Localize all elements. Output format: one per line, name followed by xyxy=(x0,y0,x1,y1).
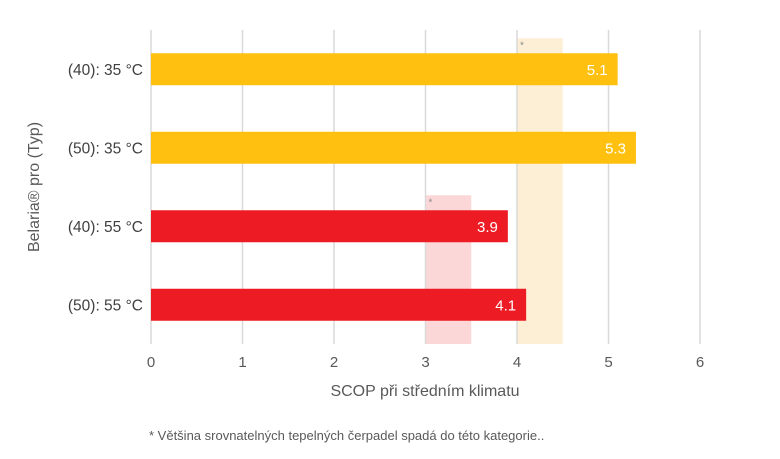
x-tick-label: 3 xyxy=(421,354,429,371)
category-label: (50): 35 °C xyxy=(68,140,143,157)
x-tick-label: 6 xyxy=(696,354,704,371)
band-asterisk: * xyxy=(429,197,433,208)
x-axis-title: SCOP při středním klimatu xyxy=(330,383,519,400)
category-label: (40): 35 °C xyxy=(68,62,143,79)
y-axis-title: Belaria® pro (Typ) xyxy=(26,122,43,252)
bar-value-label: 3.9 xyxy=(477,219,498,236)
band-asterisk: * xyxy=(520,40,524,51)
y-axis-categories: (40): 35 °C (50): 35 °C (40): 55 °C (50): 5… xyxy=(68,62,143,315)
bar xyxy=(151,131,636,164)
category-label: (40): 55 °C xyxy=(68,219,143,236)
bar-value-label: 5.1 xyxy=(587,62,608,79)
x-tick-label: 0 xyxy=(147,354,155,371)
bar xyxy=(151,210,508,243)
x-tick-label: 4 xyxy=(513,354,521,371)
bar-value-label: 5.3 xyxy=(605,140,626,157)
x-tick-label: 2 xyxy=(330,354,338,371)
bar xyxy=(151,53,618,86)
bars: 5.1 5.3 3.9 4.1 xyxy=(151,53,636,321)
bar xyxy=(151,288,527,321)
category-label: (50): 55 °C xyxy=(68,297,143,314)
bar-value-label: 4.1 xyxy=(495,297,516,314)
x-tick-label: 5 xyxy=(604,354,612,371)
x-tick-label: 1 xyxy=(238,354,246,371)
x-axis-ticks: 0 1 2 3 4 5 6 xyxy=(147,354,704,371)
footnote: * Většina srovnatelných tepelných čerpad… xyxy=(149,428,545,443)
